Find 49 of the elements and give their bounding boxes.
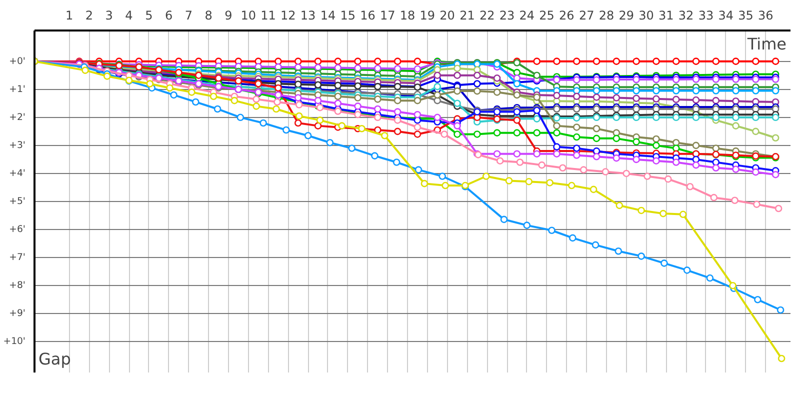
x-tick-label: 6 [164, 8, 173, 22]
y-tick-label: +9' [9, 308, 26, 320]
x-tick-label: 34 [718, 8, 734, 22]
x-tick-label: 7 [184, 8, 193, 22]
x-tick-label: 15 [340, 8, 356, 22]
x-tick-label: 2 [85, 8, 94, 22]
x-tick-label: 21 [460, 8, 475, 22]
x-tick-label: 26 [559, 8, 574, 22]
x-tick-label: 10 [240, 8, 256, 22]
x-tick-label: 20 [440, 8, 455, 22]
x-axis-title: Time [746, 34, 786, 54]
y-tick-label: +4' [9, 168, 26, 179]
y-tick-label: +7' [9, 252, 26, 264]
x-tick-label: 32 [678, 8, 694, 22]
x-tick-label: 17 [380, 8, 396, 22]
x-tick-label: 13 [300, 8, 316, 22]
y-tick-label: +2' [9, 112, 26, 123]
x-tick-label: 24 [519, 8, 535, 22]
x-tick-label: 16 [360, 8, 376, 22]
x-tick-label: 27 [578, 8, 594, 22]
y-tick-label: +10' [3, 336, 26, 348]
x-tick-label: 30 [638, 8, 654, 22]
x-tick-label: 28 [598, 8, 614, 22]
x-tick-label: 5 [145, 8, 153, 22]
x-tick-label: 8 [204, 8, 212, 22]
x-tick-label: 14 [320, 8, 336, 22]
y-tick-label: +1' [9, 84, 26, 95]
y-tick-label: +5' [9, 196, 26, 207]
x-tick-label: 3 [105, 8, 113, 22]
x-tick-label: 12 [280, 8, 296, 22]
x-tick-label: 4 [125, 8, 133, 22]
x-tick-label: 19 [420, 8, 436, 22]
y-tick-label: +6' [9, 224, 26, 236]
x-tick-label: 22 [479, 8, 495, 22]
x-tick-label: 35 [738, 8, 754, 22]
y-tick-label: +3' [9, 140, 26, 151]
x-tick-label: 9 [224, 8, 232, 22]
x-tick-label: 31 [658, 8, 674, 22]
x-tick-label: 33 [698, 8, 714, 22]
y-tick-label: +0' [9, 56, 26, 67]
y-axis-title: Gap [38, 350, 71, 368]
x-tick-label: 36 [758, 8, 774, 22]
x-tick-label: 11 [260, 8, 276, 22]
x-tick-label: 23 [499, 8, 515, 22]
x-tick-label: 1 [66, 8, 74, 22]
x-tick-label: 25 [539, 8, 554, 22]
x-tick-label: 29 [618, 8, 634, 22]
y-tick-label: +8' [9, 280, 26, 292]
x-tick-label: 18 [400, 8, 416, 22]
